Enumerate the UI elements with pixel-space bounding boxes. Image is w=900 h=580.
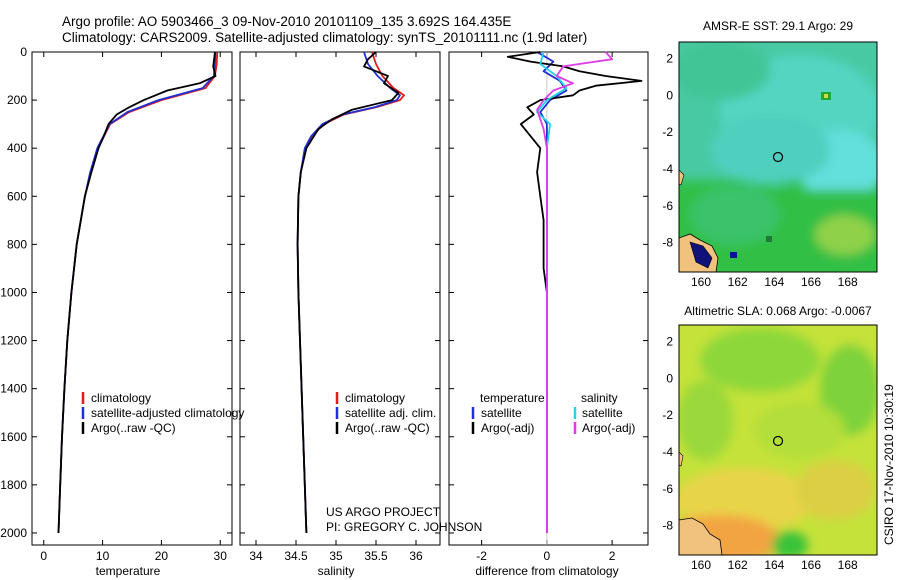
salinity-xtick-label: 35.5 — [364, 549, 388, 563]
depth-tick-label: 1600 — [0, 430, 27, 444]
land-shadow — [689, 241, 713, 269]
land-islet — [679, 451, 684, 467]
timestamp-stamp: CSIRO 17-Nov-2010 10:30:19 — [882, 384, 896, 545]
sst-map — [679, 42, 877, 272]
temperature-xtick-label: 0 — [40, 549, 47, 563]
sla-map-lat-label: -4 — [662, 445, 673, 459]
figure-title-line2: Climatology: CARS2009. Satellite-adjuste… — [62, 30, 587, 45]
sst-map-title: AMSR-E SST: 29.1 Argo: 29 — [703, 19, 853, 33]
depth-tick-label: 1800 — [0, 478, 27, 492]
sla-map-lon-label: 164 — [764, 558, 784, 572]
legend-title-temperature: temperature — [480, 391, 545, 405]
depth-tick-label: 0 — [20, 45, 27, 59]
legend-label-temp-satellite: satellite — [481, 406, 522, 420]
salinity-xtick-label: 36 — [409, 549, 423, 563]
figure-title-line1: Argo profile: AO 5903466_3 09-Nov-2010 2… — [62, 14, 511, 29]
salinity-xtick-label: 34 — [249, 549, 263, 563]
sla-map-lon-label: 166 — [801, 558, 821, 572]
temperature-series-climatology — [57, 51, 219, 534]
sst-warm-core — [824, 94, 828, 98]
temperature-xtick-label: 10 — [96, 549, 110, 563]
legend-label-climatology: climatology — [91, 391, 151, 405]
sla-map-lon-label: 162 — [728, 558, 748, 572]
sla-map-title: Altimetric SLA: 0.068 Argo: -0.0067 — [684, 304, 872, 318]
depth-tick-label: 1400 — [0, 382, 27, 396]
temperature-xtick-label: 30 — [214, 549, 228, 563]
sla-map-frame — [678, 324, 878, 556]
depth-tick-label: 200 — [7, 93, 27, 107]
depth-tick-label: 1000 — [0, 285, 27, 299]
difference-xlabel: difference from climatology — [475, 564, 618, 578]
pi-credit: PI: GREGORY C. JOHNSON — [326, 520, 482, 534]
temperature-series-satellite-adjusted-climatology — [57, 51, 217, 534]
sla-map-lat-label: -2 — [662, 408, 673, 422]
depth-tick-label: 800 — [7, 237, 27, 251]
salinity-series-satellite-adj-clim- — [296, 51, 401, 534]
sst-map-frame — [678, 41, 878, 273]
float-position-marker — [772, 151, 784, 163]
depth-tick-label: 600 — [7, 189, 27, 203]
sst-cold-pixel — [730, 252, 737, 258]
salinity-series-argo-raw-qc- — [296, 51, 400, 534]
temperature-xlabel: temperature — [96, 564, 161, 578]
sst-map-lat-label: -6 — [662, 199, 673, 213]
difference-xtick-label: 0 — [544, 549, 551, 563]
salinity-plot-frame — [239, 51, 441, 546]
legend-label-sal-satellite: satellite — [582, 406, 623, 420]
sst-pixel — [766, 236, 772, 242]
difference-xtick-label: 2 — [609, 549, 616, 563]
sla-map-lat-label: -6 — [662, 482, 673, 496]
legend-label-argo: Argo(..raw -QC) — [345, 421, 430, 435]
sst-map-lon-label: 162 — [728, 275, 748, 289]
legend-title-salinity: salinity — [581, 391, 618, 405]
salinity-legend: climatology satellite adj. clim. Argo(..… — [335, 391, 436, 435]
land-patch — [679, 517, 723, 555]
depth-tick-label: 400 — [7, 141, 27, 155]
sst-map-lat-label: 2 — [666, 52, 673, 66]
sst-map-lon-label: 164 — [764, 275, 784, 289]
legend-label-sal-argo: Argo(-adj) — [582, 421, 635, 435]
curves-layer — [57, 51, 643, 534]
temperature-plot-frame — [31, 51, 233, 546]
sst-map-lon-label: 160 — [691, 275, 711, 289]
legend-label-satellite-adjusted: satellite-adjusted climatology — [91, 406, 244, 420]
sla-map-lon-label: 160 — [691, 558, 711, 572]
sla-field-shading — [679, 328, 877, 555]
sst-map-lon-label: 168 — [838, 275, 858, 289]
sla-map-lat-label: 0 — [666, 371, 673, 385]
difference-series-temperature-argo-adj- — [506, 51, 643, 533]
project-credit: US ARGO PROJECT — [326, 505, 441, 519]
sla-map-lat-label: -8 — [662, 519, 673, 533]
sla-map-lon-label: 168 — [838, 558, 858, 572]
legend-label-temp-argo: Argo(-adj) — [481, 421, 534, 435]
depth-tick-label: 2000 — [0, 526, 27, 540]
legend-label-climatology: climatology — [345, 391, 405, 405]
land-islet — [679, 169, 685, 186]
sst-map-lat-label: 0 — [666, 88, 673, 102]
salinity-xlabel: salinity — [318, 564, 355, 578]
difference-legend: temperature satellite Argo(-adj) salinit… — [471, 391, 635, 435]
sla-map-lat-label: 2 — [666, 335, 673, 349]
difference-plot-frame — [448, 51, 649, 546]
legend-label-satellite-adj: satellite adj. clim. — [345, 406, 436, 420]
temperature-xtick-label: 20 — [155, 549, 169, 563]
sst-map-lat-label: -2 — [662, 125, 673, 139]
sst-map-lon-label: 166 — [801, 275, 821, 289]
sst-map-lat-label: -4 — [662, 162, 673, 176]
salinity-xtick-label: 35 — [329, 549, 343, 563]
salinity-series-climatology — [296, 51, 405, 534]
sst-map-lat-label: -8 — [662, 236, 673, 250]
sla-map — [679, 325, 877, 555]
legend-label-argo: Argo(..raw -QC) — [91, 421, 176, 435]
temperature-legend: climatology satellite-adjusted climatolo… — [81, 391, 244, 435]
difference-series-salinity-argo-adj- — [536, 51, 613, 533]
depth-tick-label: 1200 — [0, 334, 27, 348]
temperature-series-argo-raw-qc- — [57, 51, 217, 534]
difference-xtick-label: -2 — [476, 549, 487, 563]
salinity-xtick-label: 34.5 — [284, 549, 308, 563]
float-position-marker — [772, 435, 784, 447]
